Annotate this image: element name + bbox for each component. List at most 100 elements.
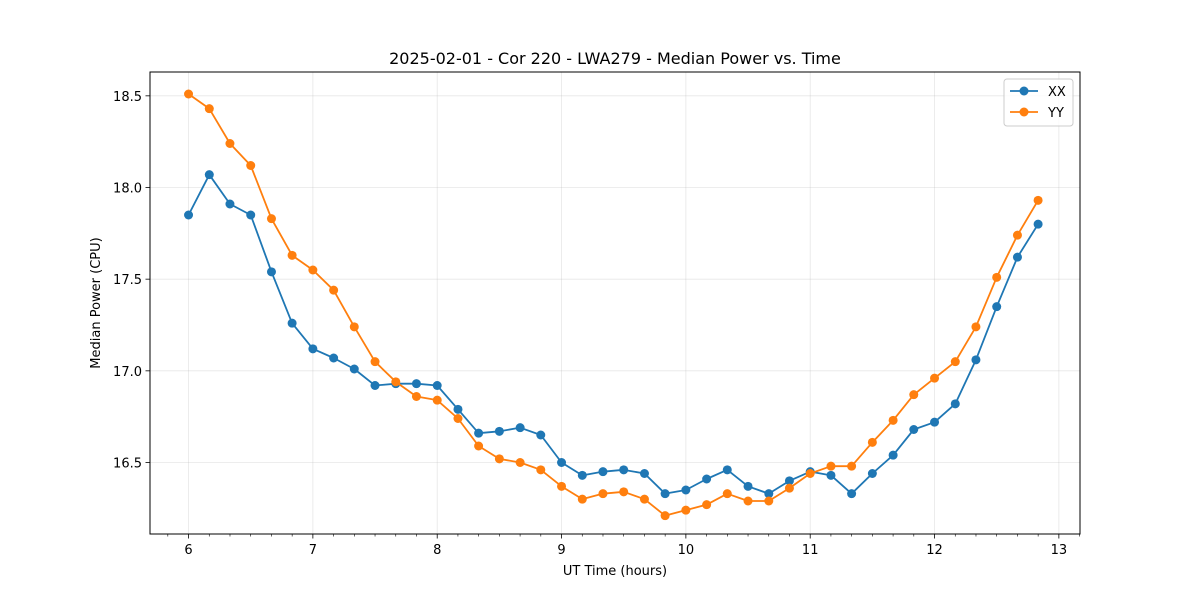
data-point-yy	[826, 461, 836, 471]
data-point-xx	[349, 364, 359, 374]
legend: XX YY	[1003, 78, 1074, 127]
data-point-xx	[577, 470, 587, 480]
data-point-yy	[370, 357, 380, 367]
data-point-yy	[184, 89, 194, 99]
data-point-xx	[722, 465, 732, 475]
data-point-xx	[308, 344, 318, 354]
y-tick-label: 18.5	[113, 90, 142, 105]
data-point-yy	[266, 214, 276, 224]
data-point-xx	[867, 469, 877, 478]
data-point-xx	[639, 469, 649, 478]
data-point-xx	[930, 417, 940, 427]
data-point-yy	[888, 415, 898, 425]
data-point-xx	[1012, 252, 1022, 262]
data-point-xx	[515, 423, 525, 433]
data-point-yy	[681, 505, 691, 515]
data-point-yy	[764, 496, 774, 506]
data-point-xx	[784, 476, 794, 486]
chart-title: 2025-02-01 - Cor 220 - LWA279 - Median P…	[389, 49, 841, 68]
data-point-xx	[598, 467, 608, 477]
data-point-xx	[660, 489, 670, 499]
data-point-xx	[536, 430, 546, 440]
data-point-xx	[266, 267, 276, 277]
data-point-yy	[287, 250, 297, 260]
x-tick-label: 10	[678, 543, 695, 558]
x-axis-label: UT Time (hours)	[563, 564, 667, 579]
data-point-yy	[1012, 230, 1022, 240]
data-point-yy	[784, 483, 794, 493]
data-point-yy	[639, 494, 649, 504]
series-line-yy	[188, 93, 1039, 517]
data-point-yy	[225, 139, 235, 148]
data-point-xx	[619, 465, 629, 475]
data-point-yy	[702, 500, 712, 510]
data-point-yy	[577, 494, 587, 504]
data-point-yy	[619, 487, 629, 497]
y-tick-label: 17.0	[113, 365, 142, 380]
data-point-yy	[494, 454, 504, 464]
legend-marker-xx	[1019, 86, 1029, 96]
y-tick-label: 18.0	[113, 182, 142, 197]
y-tick-label: 17.5	[113, 273, 142, 288]
data-point-yy	[474, 441, 484, 451]
x-tick-label: 7	[309, 543, 317, 558]
data-point-yy	[246, 161, 256, 170]
data-point-yy	[598, 489, 608, 499]
series-layer	[184, 89, 1043, 521]
legend-label-xx: XX	[1048, 85, 1066, 100]
data-point-yy	[909, 390, 919, 400]
data-point-yy	[453, 414, 463, 423]
x-tick-label: 8	[433, 543, 441, 558]
data-point-yy	[867, 437, 877, 447]
data-point-yy	[411, 392, 421, 401]
data-point-yy	[391, 377, 401, 387]
data-point-xx	[702, 474, 712, 484]
data-point-xx	[494, 426, 504, 436]
data-point-yy	[1033, 195, 1043, 205]
legend-marker-yy	[1019, 107, 1029, 117]
plot-frame	[149, 71, 1081, 535]
x-tick-label: 13	[1051, 543, 1068, 558]
data-point-yy	[515, 458, 525, 467]
data-point-xx	[474, 428, 484, 438]
axis-ticks: 6 7 8 9 10 11 12 13 16.5 17.0 17.5 18.0 18.5	[113, 90, 1080, 558]
legend-label-yy: YY	[1047, 106, 1064, 121]
data-point-xx	[764, 489, 774, 499]
data-point-xx	[1033, 219, 1043, 229]
data-point-yy	[660, 511, 670, 521]
data-point-xx	[287, 318, 297, 328]
data-point-yy	[557, 481, 567, 491]
data-point-xx	[557, 458, 567, 467]
data-point-yy	[847, 461, 857, 471]
data-point-yy	[349, 322, 359, 332]
data-point-xx	[370, 381, 380, 390]
data-point-xx	[184, 210, 194, 220]
y-tick-label: 16.5	[113, 457, 142, 472]
x-tick-label: 6	[184, 543, 192, 558]
data-point-xx	[411, 379, 421, 389]
x-tick-label: 12	[926, 543, 943, 558]
grid-lines	[150, 72, 1080, 534]
data-point-xx	[971, 355, 981, 365]
data-point-xx	[909, 425, 919, 434]
data-point-yy	[204, 104, 214, 114]
data-point-xx	[225, 199, 235, 209]
data-point-xx	[743, 481, 753, 491]
data-point-xx	[826, 470, 836, 480]
data-point-yy	[308, 265, 318, 275]
data-point-xx	[432, 381, 442, 390]
data-point-xx	[453, 404, 463, 414]
data-point-yy	[432, 395, 442, 405]
data-point-xx	[847, 489, 857, 499]
x-tick-label: 11	[802, 543, 819, 558]
data-point-yy	[329, 285, 339, 295]
data-point-yy	[950, 357, 960, 367]
data-point-yy	[722, 489, 732, 499]
data-point-yy	[971, 322, 981, 332]
data-point-yy	[536, 465, 546, 475]
data-point-xx	[950, 399, 960, 409]
data-point-xx	[992, 302, 1002, 312]
data-point-yy	[992, 272, 1002, 282]
data-point-xx	[681, 485, 691, 495]
